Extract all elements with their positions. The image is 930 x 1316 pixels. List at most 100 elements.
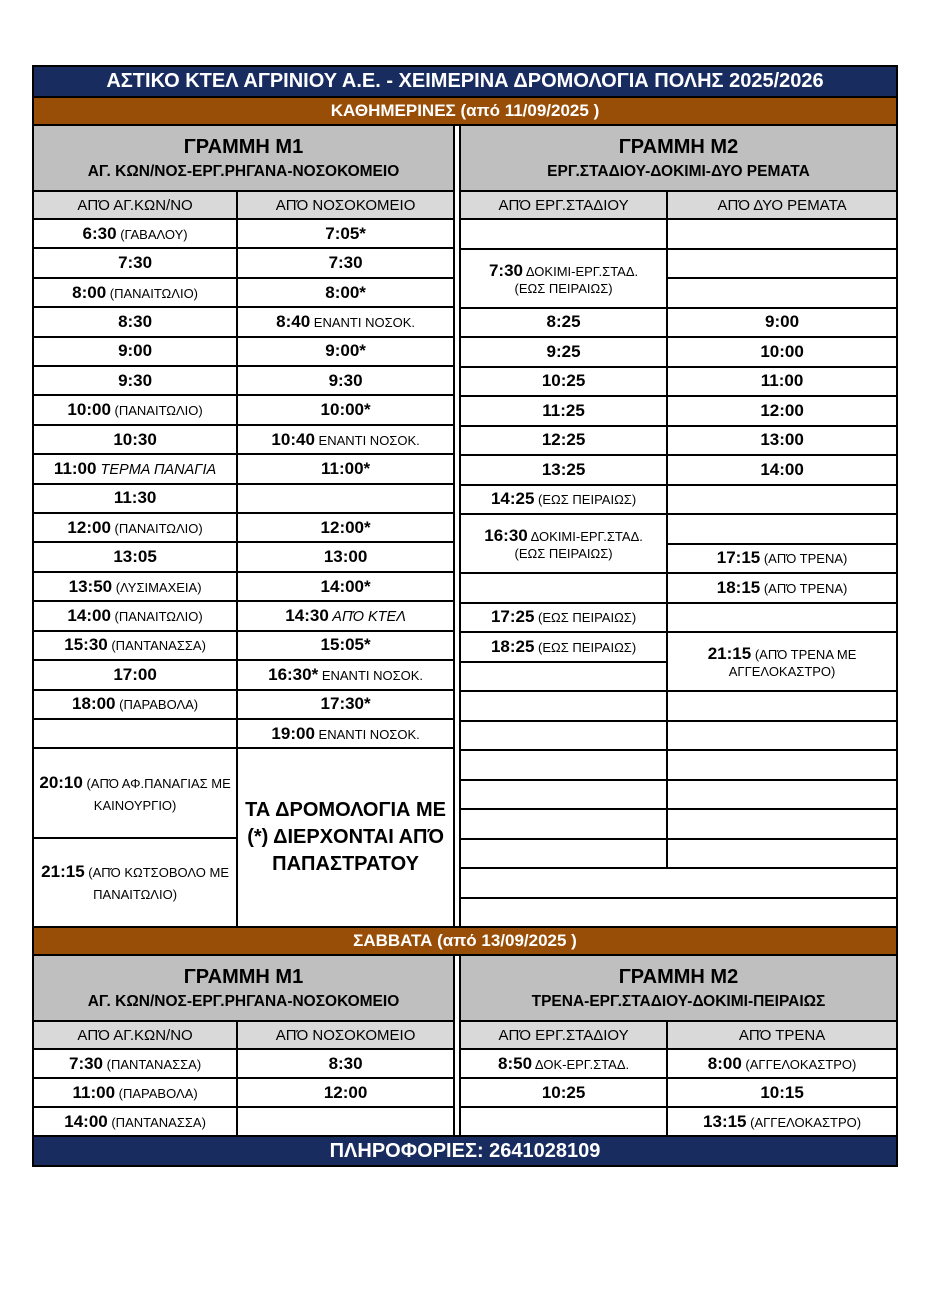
line-header-row: ΓΡΑΜΜΗ Μ2 ΕΡΓ.ΣΤΑΔΙΟΥ-ΔΟΚΙΜΙ-ΔΥΟ ΡΕΜΑΤΑ bbox=[459, 124, 898, 192]
timetable-row: 18:00 (ΠΑΡΑΒΟΛΑ) 17:30* bbox=[31, 688, 455, 720]
empty-cell bbox=[666, 513, 898, 545]
departure-time: 11:00 bbox=[72, 1082, 116, 1102]
weekday-m1-table: ΓΡΑΜΜΗ Μ1 ΑΓ. ΚΩΝ/ΝΟΣ-ΕΡΓ.ΡΗΓΑΝΑ-ΝΟΣΟΚΟΜ… bbox=[31, 124, 455, 929]
line-header-row: ΓΡΑΜΜΗ Μ1 ΑΓ. ΚΩΝ/ΝΟΣ-ΕΡΓ.ΡΗΓΑΝΑ-ΝΟΣΟΚΟΜ… bbox=[32, 124, 455, 192]
timetable-row: 11:00 (ΠΑΡΑΒΟΛΑ) 12:00 bbox=[31, 1077, 455, 1108]
weekday-m2-table: ΓΡΑΜΜΗ Μ2 ΕΡΓ.ΣΤΑΔΙΟΥ-ΔΟΚΙΜΙ-ΔΥΟ ΡΕΜΑΤΑ … bbox=[458, 124, 898, 928]
departure-cell: 20:10 (ΑΠΌ ΑΦ.ΠΑΝΑΓΙΑΣ ΜΕ ΚΑΙΝΟΥΡΓΙΟ) bbox=[31, 747, 239, 839]
departure-time: 15:05* bbox=[320, 635, 371, 655]
departure-note: (ΕΩΣ ΠΕΙΡΑΙΩΣ) bbox=[534, 610, 637, 626]
timetable-row: 14:25 (ΕΩΣ ΠΕΙΡΑΙΩΣ) bbox=[458, 483, 898, 515]
timetable-row: 7:30 ΔΟΚΙΜΙ-ΕΡΓ.ΣΤΑΔ. (ΕΩΣ ΠΕΙΡΑΙΩΣ) bbox=[458, 247, 898, 309]
departure-time: 10:25 bbox=[541, 1082, 586, 1102]
timetable-row: 8:30 8:40 ΕΝΑΝΤΙ ΝΟΣΟΚ. bbox=[31, 306, 455, 338]
departure-time: 8:00 bbox=[72, 282, 107, 302]
departure-time: 8:00 bbox=[707, 1053, 742, 1073]
line-label: ΓΡΑΜΜΗ Μ1 bbox=[183, 966, 304, 989]
departure-cell: 10:25 bbox=[458, 365, 669, 397]
col-header: ΑΠΌ ΕΡΓ.ΣΤΑΔΙΟΥ bbox=[458, 1020, 669, 1050]
departure-note: ΕΝΑΝΤΙ ΝΟΣΟΚ. bbox=[314, 432, 420, 448]
timetable-row: 8:25 9:00 bbox=[458, 306, 898, 338]
timetable-row: 18:15 (ΑΠΌ ΤΡΕΝΑ) bbox=[458, 572, 898, 604]
column-header-row: ΑΠΌ ΕΡΓ.ΣΤΑΔΙΟΥ ΑΠΌ ΔΥΟ ΡΕΜΑΤΑ bbox=[458, 190, 898, 220]
col-header: ΑΠΌ ΝΟΣΟΚΟΜΕΙΟ bbox=[236, 190, 455, 220]
departure-note: (ΠΑΝΑΙΤΩΛΙΟ) bbox=[106, 285, 199, 301]
departure-time: 11:00* bbox=[321, 458, 371, 478]
line-label: ΓΡΑΜΜΗ Μ1 bbox=[183, 136, 304, 159]
empty-cell bbox=[666, 690, 898, 722]
departure-cell: 10:25 bbox=[458, 1077, 669, 1108]
departure-cell: 6:30 (ΓΑΒΑΛΟΥ) bbox=[31, 217, 239, 250]
departure-time: 21:15 bbox=[41, 862, 85, 882]
departure-note: (ΑΓΓΕΛΟΚΑΣΤΡΟ) bbox=[746, 1114, 862, 1130]
empty-cell bbox=[666, 601, 898, 633]
departure-note: (ΠΑΡΑΒΟΛΑ) bbox=[115, 697, 199, 713]
departure-cell: 9:00 bbox=[666, 306, 898, 338]
departure-time: 13:50 bbox=[68, 576, 113, 596]
empty-cell bbox=[458, 1106, 669, 1137]
departure-cell: 14:00 (ΠΑΝΤΑΝΑΣΣΑ) bbox=[31, 1106, 239, 1137]
departure-time: 11:25 bbox=[542, 400, 585, 420]
departure-cell: 9:30 bbox=[236, 365, 455, 397]
empty-cell bbox=[236, 482, 455, 515]
departure-cell: 8:40 ΕΝΑΝΤΙ ΝΟΣΟΚ. bbox=[236, 306, 455, 338]
timetable-row: 13:50 (ΛΥΣΙΜΑΧΕΙΑ) 14:00* bbox=[31, 570, 455, 603]
page-title: ΑΣΤΙΚΟ ΚΤΕΛ ΑΓΡΙΝΙΟΥ Α.Ε. - ΧΕΙΜΕΡΙΝΑ ΔΡ… bbox=[32, 65, 898, 98]
weekday-banner: ΚΑΘΗΜΕΡΙΝΕΣ (από 11/09/2025 ) bbox=[32, 96, 898, 126]
departure-cell: 14:00* bbox=[236, 570, 455, 603]
timetable-row: 7:30 7:30 bbox=[31, 247, 455, 279]
col-header: ΑΠΌ ΑΓ.ΚΩΝ/ΝΟ bbox=[31, 1020, 239, 1050]
departure-cell: 12:25 bbox=[458, 424, 669, 456]
departure-time: 14:00* bbox=[320, 576, 371, 596]
departure-time: 13:25 bbox=[541, 459, 586, 479]
departure-time: 20:10 bbox=[39, 772, 83, 792]
timetable-row: 10:00 (ΠΑΝΑΙΤΩΛΙΟ) 10:00* bbox=[31, 394, 455, 426]
departure-time: 7:30 bbox=[68, 1053, 104, 1073]
timetable-row: 13:25 14:00 bbox=[458, 454, 898, 486]
departure-cell: 10:00 bbox=[666, 336, 898, 368]
departure-note: (ΑΠΌ ΑΦ.ΠΑΝΑΓΙΑΣ ΜΕ ΚΑΙΝΟΥΡΓΙΟ) bbox=[82, 775, 231, 814]
departure-time: 7:30 bbox=[118, 253, 153, 273]
departure-time: 10:30 bbox=[113, 429, 157, 449]
departure-note: (ΑΓΓΕΛΟΚΑΣΤΡΟ) bbox=[741, 1056, 857, 1072]
departure-time: 9:25 bbox=[546, 341, 581, 361]
timetable-row: 8:00 (ΠΑΝΑΙΤΩΛΙΟ) 8:00* bbox=[31, 276, 455, 309]
departure-time: 12:25 bbox=[541, 430, 586, 450]
timetable-row: 9:00 9:00* bbox=[31, 335, 455, 368]
timetable-row: 13:05 13:00 bbox=[31, 541, 455, 573]
timetable-row: 9:30 9:30 bbox=[31, 365, 455, 397]
departure-note: (ΠΑΝΑΙΤΩΛΙΟ) bbox=[110, 608, 203, 624]
empty-cell bbox=[459, 896, 898, 928]
col-header: ΑΠΌ ΝΟΣΟΚΟΜΕΙΟ bbox=[236, 1020, 455, 1050]
empty-cell bbox=[458, 778, 669, 810]
timetable-row: 17:00 16:30* ΕΝΑΝΤΙ ΝΟΣΟΚ. bbox=[31, 659, 455, 691]
departure-cell: 8:25 bbox=[458, 306, 669, 338]
timetable-row: 10:25 10:15 bbox=[458, 1077, 898, 1108]
col-header: ΑΠΌ ΑΓ.ΚΩΝ/ΝΟ bbox=[31, 190, 239, 220]
departure-cell: 11:00 bbox=[666, 365, 898, 397]
timetable-row bbox=[458, 660, 897, 692]
departure-cell: 19:00 ΕΝΑΝΤΙ ΝΟΣΟΚ. bbox=[236, 717, 455, 750]
empty-cell bbox=[666, 277, 898, 309]
timetable-row: 11:30 bbox=[31, 482, 455, 515]
departure-time: 18:00 bbox=[72, 694, 116, 714]
empty-cell bbox=[459, 867, 898, 899]
departure-time: 10:00 bbox=[760, 341, 804, 361]
departure-time: 10:00 bbox=[67, 400, 111, 420]
departure-cell: 9:00 bbox=[31, 335, 239, 368]
departure-cell: 17:00 bbox=[31, 659, 239, 691]
saturday-grid: ΓΡΑΜΜΗ Μ1 ΑΓ. ΚΩΝ/ΝΟΣ-ΕΡΓ.ΡΗΓΑΝΑ-ΝΟΣΟΚΟΜ… bbox=[31, 954, 898, 1137]
empty-cell bbox=[458, 837, 669, 869]
timetable-row bbox=[458, 837, 898, 869]
empty-cell bbox=[458, 749, 669, 781]
departure-time: 15:30 bbox=[64, 635, 108, 655]
empty-cell bbox=[458, 660, 669, 692]
departure-time: 9:30 bbox=[328, 370, 363, 390]
weekday-grid: ΓΡΑΜΜΗ Μ1 ΑΓ. ΚΩΝ/ΝΟΣ-ΕΡΓ.ΡΗΓΑΝΑ-ΝΟΣΟΚΟΜ… bbox=[31, 124, 898, 929]
departure-cell: 18:25 (ΕΩΣ ΠΕΙΡΑΙΩΣ) bbox=[458, 631, 669, 663]
empty-cell bbox=[666, 749, 898, 781]
timetable-row: 19:00 ΕΝΑΝΤΙ ΝΟΣΟΚ. bbox=[31, 717, 455, 750]
departure-time: 12:00* bbox=[320, 517, 371, 537]
timetable-row: 11:00 ΤΕΡΜΑ ΠΑΝΑΓΙΑ 11:00* bbox=[31, 453, 455, 485]
departure-time: 13:00 bbox=[323, 547, 368, 567]
